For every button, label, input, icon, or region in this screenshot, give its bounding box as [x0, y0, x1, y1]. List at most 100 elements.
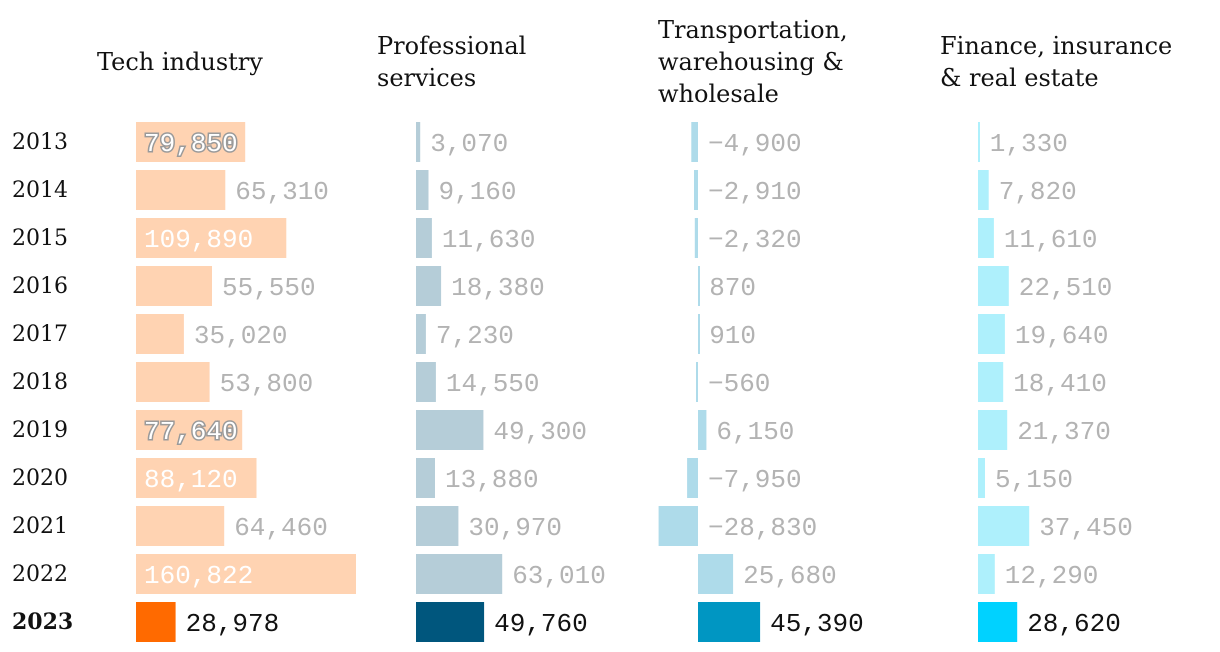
bar-finance-insurance-real-estate-2018 [978, 362, 1004, 402]
value-label-transportation-warehousing-wholesale-2022: 25,680 [743, 561, 837, 591]
value-label-tech-industry-2013: 79,850 [144, 129, 238, 159]
year-label-2013: 2013 [12, 130, 68, 155]
value-label-finance-insurance-real-estate-2013: 1,330 [990, 129, 1068, 159]
bar-tech-industry-2022 [136, 554, 356, 594]
bar-transportation-warehousing-wholesale-2016 [698, 266, 700, 306]
column-professional-services: Professional services 3,070 9,160 11,630 18,3… [377, 32, 606, 642]
value-label-professional-services-2017: 7,230 [436, 321, 514, 351]
column-title-transportation-warehousing-wholesale-line-1: Transportation, [658, 16, 848, 44]
year-label-2021: 2021 [12, 514, 68, 539]
bar-transportation-warehousing-wholesale-2015 [694, 218, 698, 258]
value-label-finance-insurance-real-estate-2014: 7,820 [999, 177, 1077, 207]
value-label-finance-insurance-real-estate-2017: 19,640 [1015, 321, 1109, 351]
value-label-tech-industry-2020: 88,120 [144, 465, 238, 495]
value-label-finance-insurance-real-estate-2022: 12,290 [1005, 561, 1099, 591]
year-label-2015: 2015 [12, 226, 68, 251]
bar-transportation-warehousing-wholesale-2019 [698, 410, 707, 450]
value-label-professional-services-2013: 3,070 [430, 129, 508, 159]
bar-finance-insurance-real-estate-2019 [978, 410, 1008, 450]
bar-professional-services-2018 [416, 362, 436, 402]
bar-tech-industry-2013 [136, 122, 246, 162]
value-label-tech-industry-2023: 28,978 [186, 609, 280, 639]
bar-tech-industry-2019 [136, 410, 243, 450]
bar-transportation-warehousing-wholesale-2017 [698, 314, 700, 354]
column-transportation-warehousing-wholesale: Transportation, warehousing & wholesale −4,… [658, 16, 864, 642]
bar-professional-services-2019 [416, 410, 484, 450]
bar-finance-insurance-real-estate-2016 [978, 266, 1009, 306]
value-label-finance-insurance-real-estate-2018: 18,410 [1013, 369, 1107, 399]
bar-professional-services-2015 [416, 218, 432, 258]
bar-professional-services-2016 [416, 266, 442, 306]
column-title-transportation-warehousing-wholesale-line-2: warehousing & [658, 48, 844, 76]
value-label-professional-services-2014: 9,160 [439, 177, 517, 207]
value-label-professional-services-2022: 63,010 [512, 561, 606, 591]
value-label-tech-industry-2015: 109,890 [144, 225, 253, 255]
bar-finance-insurance-real-estate-2020 [978, 458, 985, 498]
value-label-transportation-warehousing-wholesale-2019: 6,150 [716, 417, 794, 447]
bar-tech-industry-2015 [136, 218, 287, 258]
column-title-finance-insurance-real-estate-line-1: Finance, insurance [940, 32, 1172, 60]
value-label-transportation-warehousing-wholesale-2017: 910 [709, 321, 756, 351]
bar-finance-insurance-real-estate-2023 [978, 602, 1018, 642]
bar-transportation-warehousing-wholesale-2020 [687, 458, 698, 498]
bar-tech-industry-2018 [136, 362, 210, 402]
value-label-tech-industry-2018: 53,800 [220, 369, 314, 399]
year-label-2022: 2022 [12, 562, 68, 587]
year-label-2023: 2023 [12, 609, 73, 635]
value-label-finance-insurance-real-estate-2019: 21,370 [1017, 417, 1111, 447]
bar-finance-insurance-real-estate-2017 [978, 314, 1005, 354]
bar-professional-services-2020 [416, 458, 435, 498]
value-label-transportation-warehousing-wholesale-2021: −28,830 [708, 513, 817, 543]
bar-transportation-warehousing-wholesale-2014 [694, 170, 698, 210]
value-label-professional-services-2023: 49,760 [494, 609, 588, 639]
year-label-2014: 2014 [12, 178, 68, 203]
bar-tech-industry-2016 [136, 266, 212, 306]
column-title-professional-services-line-2: services [377, 64, 476, 92]
year-label-2017: 2017 [12, 322, 68, 347]
value-label-tech-industry-2017: 35,020 [194, 321, 288, 351]
value-label-tech-industry-2014: 65,310 [235, 177, 329, 207]
column-title-finance-insurance-real-estate-line-2: & real estate [940, 64, 1099, 92]
bar-transportation-warehousing-wholesale-2013 [691, 122, 698, 162]
column-title-transportation-warehousing-wholesale-line-3: wholesale [658, 80, 779, 108]
value-label-transportation-warehousing-wholesale-2018: −560 [708, 369, 770, 399]
value-label-professional-services-2020: 13,880 [445, 465, 539, 495]
value-label-professional-services-2019: 49,300 [493, 417, 587, 447]
column-title-tech-industry-line-1: Tech industry [97, 48, 263, 76]
year-label-2018: 2018 [12, 370, 68, 395]
value-label-finance-insurance-real-estate-2016: 22,510 [1019, 273, 1113, 303]
bar-finance-insurance-real-estate-2021 [978, 506, 1030, 546]
value-label-professional-services-2015: 11,630 [442, 225, 536, 255]
year-label-2020: 2020 [12, 466, 68, 491]
value-label-finance-insurance-real-estate-2015: 11,610 [1004, 225, 1098, 255]
value-label-tech-industry-2019: 77,640 [144, 417, 238, 447]
bar-professional-services-2023 [416, 602, 485, 642]
value-label-finance-insurance-real-estate-2020: 5,150 [995, 465, 1073, 495]
column-finance-insurance-real-estate: Finance, insurance & real estate 1,330 7,82… [940, 32, 1172, 642]
bar-finance-insurance-real-estate-2014 [978, 170, 989, 210]
bar-professional-services-2017 [416, 314, 426, 354]
bar-tech-industry-2020 [136, 458, 257, 498]
year-label-2019: 2019 [12, 418, 68, 443]
year-label-2016: 2016 [12, 274, 68, 299]
bar-finance-insurance-real-estate-2022 [978, 554, 995, 594]
bar-tech-industry-2021 [136, 506, 225, 546]
value-label-tech-industry-2021: 64,460 [234, 513, 328, 543]
bar-tech-industry-2023 [136, 602, 176, 642]
bar-transportation-warehousing-wholesale-2018 [696, 362, 698, 402]
value-label-transportation-warehousing-wholesale-2013: −4,900 [708, 129, 802, 159]
value-label-tech-industry-2022: 160,822 [144, 561, 253, 591]
bar-professional-services-2021 [416, 506, 459, 546]
value-label-transportation-warehousing-wholesale-2020: −7,950 [708, 465, 802, 495]
bar-finance-insurance-real-estate-2013 [978, 122, 980, 162]
value-label-professional-services-2016: 18,380 [451, 273, 545, 303]
bar-finance-insurance-real-estate-2015 [978, 218, 994, 258]
value-label-transportation-warehousing-wholesale-2015: −2,320 [708, 225, 802, 255]
value-label-finance-insurance-real-estate-2023: 28,620 [1027, 609, 1121, 639]
column-title-professional-services-line-1: Professional [377, 32, 526, 60]
bar-tech-industry-2014 [136, 170, 226, 210]
value-label-professional-services-2021: 30,970 [468, 513, 562, 543]
value-label-transportation-warehousing-wholesale-2014: −2,910 [708, 177, 802, 207]
bar-transportation-warehousing-wholesale-2022 [698, 554, 734, 594]
